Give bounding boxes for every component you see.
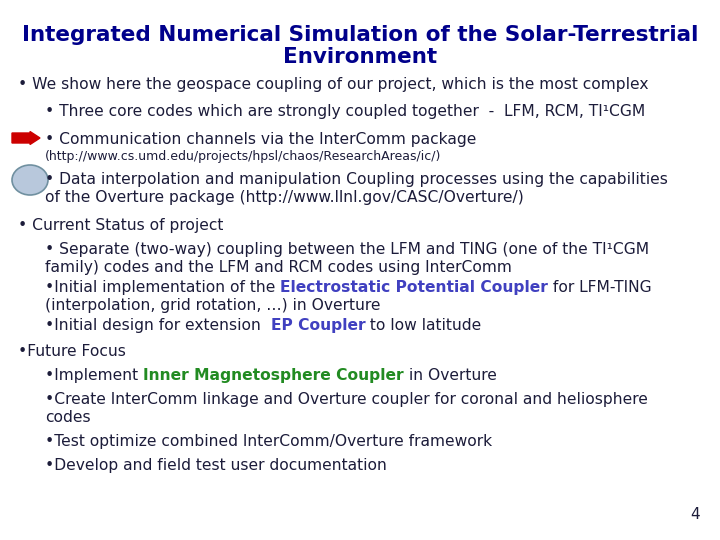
Text: 4: 4 [690,507,700,522]
Text: of the Overture package (http://www.llnl.gov/CASC/Overture/): of the Overture package (http://www.llnl… [45,190,523,205]
Text: •Create InterComm linkage and Overture coupler for coronal and heliosphere: •Create InterComm linkage and Overture c… [45,392,648,407]
Text: Integrated Numerical Simulation of the Solar-Terrestrial: Integrated Numerical Simulation of the S… [22,25,698,45]
Text: • Separate (two-way) coupling between the LFM and TING (one of the TI¹CGM: • Separate (two-way) coupling between th… [45,242,649,257]
Text: • Data interpolation and manipulation Coupling processes using the capabilities: • Data interpolation and manipulation Co… [45,172,668,187]
Text: (interpolation, grid rotation, …) in Overture: (interpolation, grid rotation, …) in Ove… [45,298,380,313]
Text: codes: codes [45,410,91,425]
Text: for LFM-TING: for LFM-TING [548,280,652,295]
Text: •Implement: •Implement [45,368,143,383]
Text: • We show here the geospace coupling of our project, which is the most complex: • We show here the geospace coupling of … [18,77,649,92]
Text: (http://www.cs.umd.edu/projects/hpsl/chaos/ResearchAreas/ic/): (http://www.cs.umd.edu/projects/hpsl/cha… [45,150,441,163]
Text: to low latitude: to low latitude [365,318,482,333]
Text: • Communication channels via the InterComm package: • Communication channels via the InterCo… [45,132,477,147]
Text: Environment: Environment [283,47,437,67]
Text: •Initial design for extension: •Initial design for extension [45,318,271,333]
Text: EP Coupler: EP Coupler [271,318,365,333]
Text: • Current Status of project: • Current Status of project [18,218,223,233]
Text: •Initial implementation of the: •Initial implementation of the [45,280,280,295]
Text: •Develop and field test user documentation: •Develop and field test user documentati… [45,458,387,473]
Text: Inner Magnetosphere Coupler: Inner Magnetosphere Coupler [143,368,404,383]
Text: •Test optimize combined InterComm/Overture framework: •Test optimize combined InterComm/Overtu… [45,434,492,449]
Text: family) codes and the LFM and RCM codes using InterComm: family) codes and the LFM and RCM codes … [45,260,512,275]
Text: in Overture: in Overture [404,368,497,383]
FancyArrow shape [12,132,40,145]
Ellipse shape [12,165,48,195]
Text: Electrostatic Potential Coupler: Electrostatic Potential Coupler [280,280,548,295]
Text: •Future Focus: •Future Focus [18,344,126,359]
Text: • Three core codes which are strongly coupled together  -  LFM, RCM, TI¹CGM: • Three core codes which are strongly co… [45,104,645,119]
